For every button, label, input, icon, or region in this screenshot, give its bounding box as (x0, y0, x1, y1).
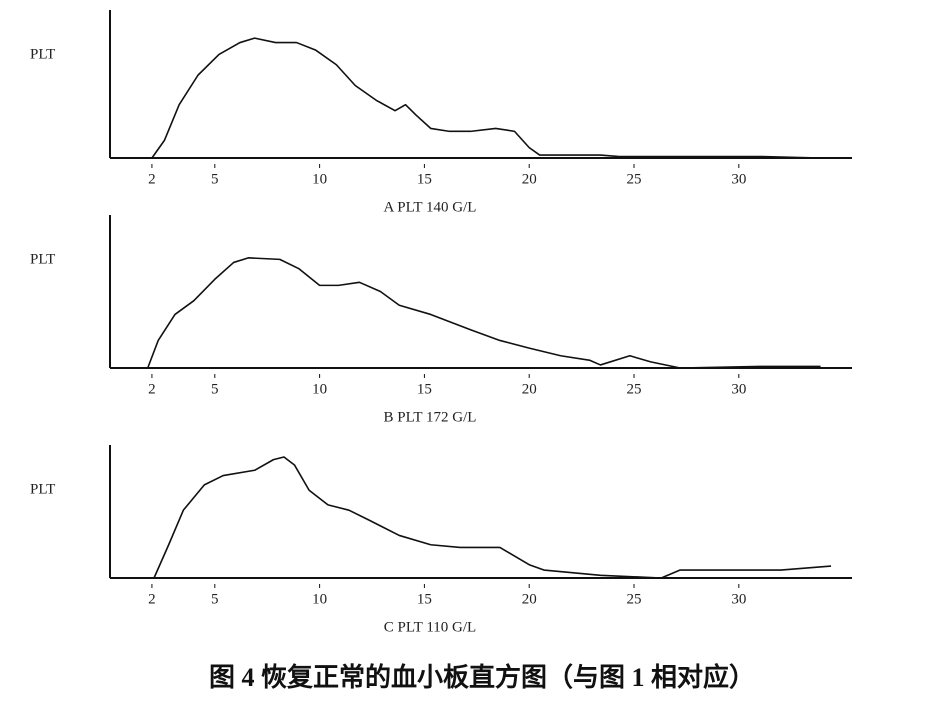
x-tick-label: 25 (627, 171, 642, 187)
x-tick-label: 5 (211, 381, 219, 397)
histogram-curve (146, 257, 821, 369)
x-tick-label: 10 (312, 381, 327, 397)
x-tick-label: 15 (417, 381, 432, 397)
x-tick-label: 10 (312, 591, 327, 607)
x-tick-label: 25 (627, 591, 642, 607)
y-axis-label: PLT (30, 46, 55, 62)
histogram-curve (151, 37, 821, 159)
x-tick-label: 2 (148, 381, 156, 397)
y-axis-label: PLT (30, 251, 55, 267)
x-tick-label: 2 (148, 171, 156, 187)
x-tick-label: 5 (211, 171, 219, 187)
x-tick-label: 30 (731, 381, 746, 397)
caption: 图 4 恢复正常的血小板直方图（与图 1 相对应） (209, 662, 755, 692)
histogram-curve (153, 456, 832, 579)
x-tick-label: 15 (417, 171, 432, 187)
x-tick-label: 15 (417, 591, 432, 607)
x-axis-label: B PLT 172 G/L (384, 409, 477, 425)
x-tick-label: 10 (312, 171, 327, 187)
y-axis-label: PLT (30, 481, 55, 497)
x-tick-label: 20 (522, 381, 537, 397)
x-tick-label: 30 (731, 591, 746, 607)
x-tick-label: 2 (148, 591, 156, 607)
x-axis-label: A PLT 140 G/L (384, 199, 477, 215)
x-tick-label: 20 (522, 591, 537, 607)
x-axis-label: C PLT 110 G/L (384, 619, 476, 635)
x-tick-label: 5 (211, 591, 219, 607)
x-tick-label: 30 (731, 171, 746, 187)
x-tick-label: 20 (522, 171, 537, 187)
x-tick-label: 25 (627, 381, 642, 397)
